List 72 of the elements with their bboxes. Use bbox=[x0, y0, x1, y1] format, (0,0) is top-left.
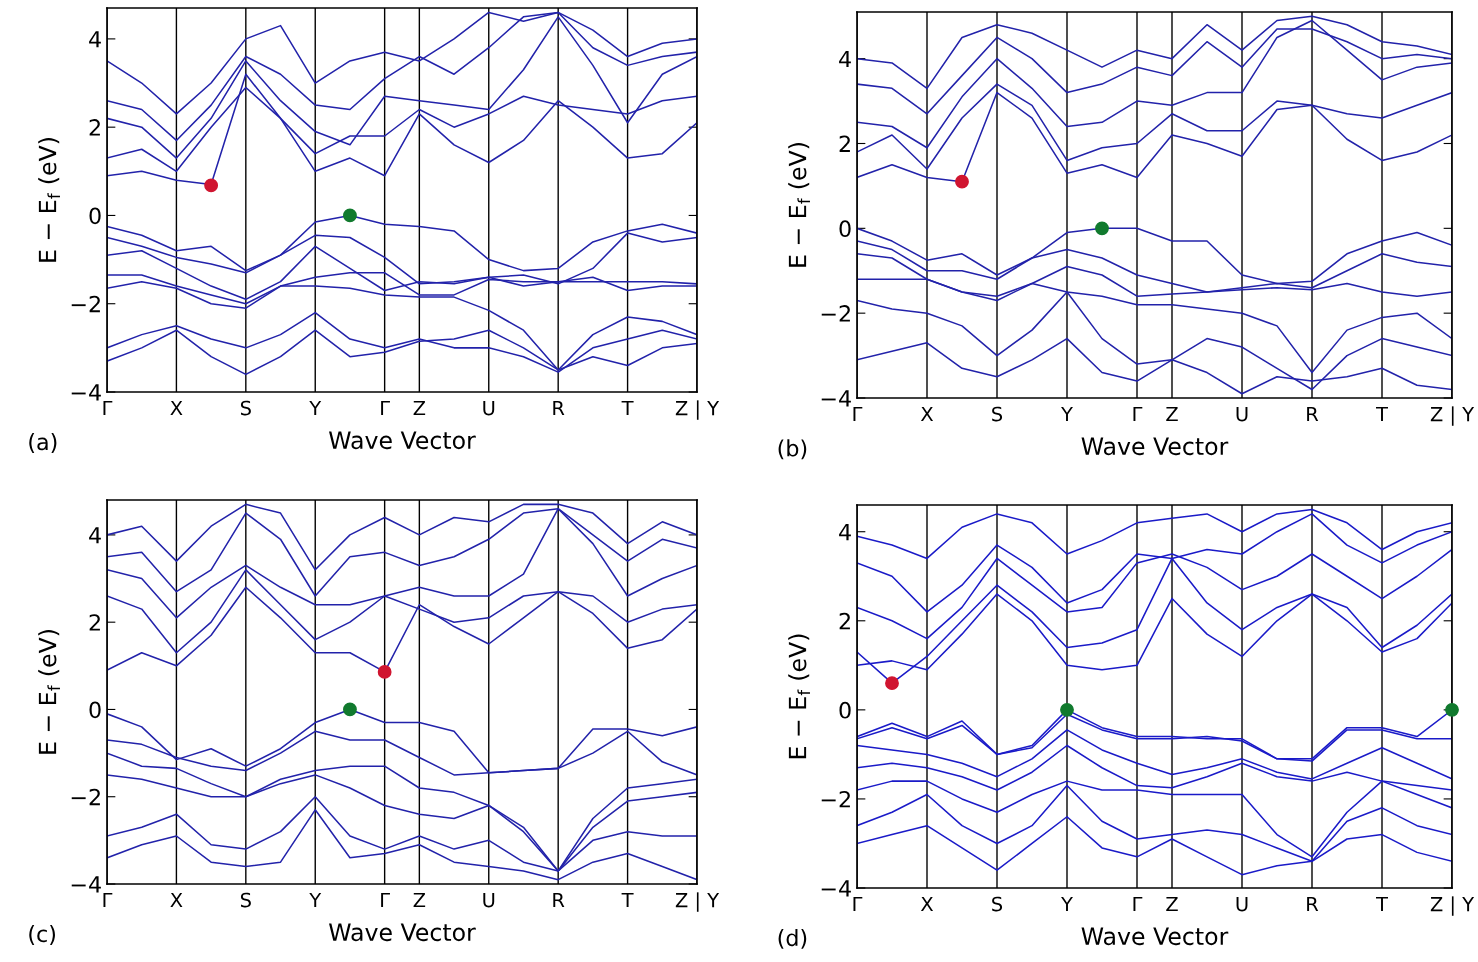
y-tick-label: −2 bbox=[821, 305, 850, 322]
y-tick-label: 0 bbox=[839, 220, 851, 238]
x-tick-label: U bbox=[1236, 896, 1248, 912]
x-tick-label: U bbox=[483, 400, 495, 416]
x-tick-label: S bbox=[992, 406, 1003, 422]
y-tick-label: 0 bbox=[839, 701, 851, 719]
x-tick-label: Γ bbox=[381, 400, 390, 416]
y-tick-label: −4 bbox=[821, 880, 851, 897]
x-tick-label: Γ bbox=[103, 400, 113, 416]
x-tick-label: T bbox=[1376, 896, 1388, 912]
x-tick-label: Γ bbox=[853, 406, 863, 422]
x-axis-title: Wave Vector bbox=[329, 431, 476, 450]
x-tick-label: R bbox=[553, 400, 565, 416]
x-tick-label: Γ bbox=[853, 896, 863, 912]
y-tick-label: −4 bbox=[821, 390, 851, 407]
x-tick-label: T bbox=[621, 400, 634, 416]
x-tick-label: Z bbox=[413, 400, 426, 416]
x-tick-label: Z | Y bbox=[1430, 896, 1475, 916]
x-tick-label: U bbox=[1236, 406, 1248, 422]
x-tick-label: X bbox=[920, 406, 934, 422]
y-tick-label: 4 bbox=[839, 50, 851, 68]
x-tick-label: T bbox=[1376, 406, 1388, 422]
y-tick-label: −4 bbox=[71, 876, 101, 893]
x-tick-label: Z | Y bbox=[1430, 406, 1475, 426]
x-tick-label: S bbox=[240, 400, 251, 416]
x-tick-label: Γ bbox=[1133, 896, 1143, 912]
x-axis-title: Wave Vector bbox=[1081, 927, 1229, 946]
y-axis-title: E − E$_{f}$ (eV) bbox=[38, 630, 60, 754]
y-tick-label: 2 bbox=[839, 612, 850, 630]
y-tick-label: 2 bbox=[89, 614, 100, 631]
x-tick-label: X bbox=[170, 892, 183, 908]
x-tick-label: T bbox=[621, 892, 634, 908]
x-tick-label: Y bbox=[309, 400, 322, 416]
x-tick-label: Γ bbox=[381, 892, 390, 908]
y-tick-label: 4 bbox=[89, 527, 101, 544]
x-tick-label: Z | Y bbox=[675, 400, 720, 420]
x-tick-label: Y bbox=[309, 892, 322, 908]
y-axis-title: E − E$_{f}$ (eV) bbox=[38, 138, 60, 262]
y-axis-title: E − E$_{f}$ (eV) bbox=[788, 634, 810, 759]
x-axis-title: Wave Vector bbox=[1081, 437, 1229, 456]
y-tick-label: 0 bbox=[89, 701, 101, 719]
x-tick-label: Y bbox=[1061, 406, 1073, 422]
y-tick-label: −2 bbox=[71, 295, 100, 313]
x-tick-label: X bbox=[920, 896, 934, 912]
x-tick-label: R bbox=[553, 892, 565, 908]
x-tick-label: Y bbox=[1061, 896, 1073, 912]
x-tick-label: S bbox=[240, 892, 251, 908]
y-tick-label: 4 bbox=[839, 523, 851, 541]
x-tick-label: X bbox=[170, 400, 183, 416]
x-tick-label: Z bbox=[413, 892, 426, 908]
text: (a) bbox=[29, 433, 57, 453]
text: (b) bbox=[778, 439, 807, 460]
y-tick-label: 0 bbox=[89, 207, 101, 225]
x-tick-label: R bbox=[1307, 406, 1319, 422]
x-tick-label: R bbox=[1307, 896, 1319, 912]
text: (c) bbox=[29, 925, 55, 945]
x-tick-label: Z | Y bbox=[675, 892, 720, 912]
x-tick-label: Z bbox=[1166, 406, 1178, 422]
x-tick-label: Γ bbox=[1133, 406, 1143, 422]
y-tick-label: 2 bbox=[839, 135, 850, 152]
text: (d) bbox=[778, 928, 807, 949]
x-tick-label: U bbox=[483, 892, 495, 908]
x-tick-label: Z bbox=[1166, 896, 1178, 912]
y-tick-label: −4 bbox=[71, 384, 101, 401]
y-tick-label: −2 bbox=[71, 788, 100, 806]
y-axis-title: E − E$_{f}$ (eV) bbox=[788, 143, 810, 267]
y-tick-label: −2 bbox=[821, 790, 850, 808]
x-axis-title: Wave Vector bbox=[329, 923, 476, 942]
x-tick-label: Γ bbox=[103, 892, 113, 908]
y-tick-label: 4 bbox=[89, 31, 101, 48]
x-tick-label: S bbox=[992, 896, 1003, 912]
y-tick-label: 2 bbox=[89, 119, 100, 136]
